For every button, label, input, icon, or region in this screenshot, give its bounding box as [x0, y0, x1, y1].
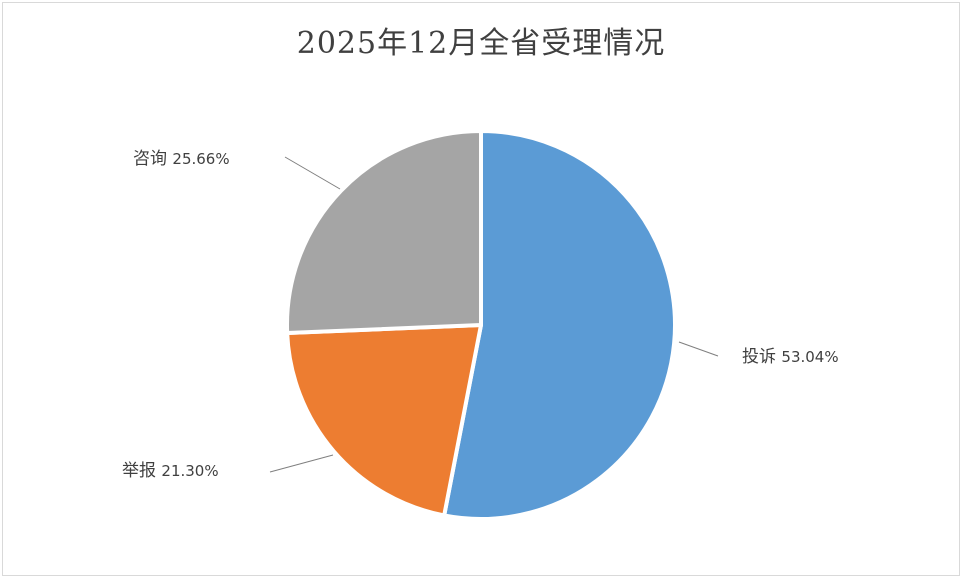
slice-percent-1: 53.04%	[781, 348, 838, 366]
slice-percent-2: 21.30%	[161, 462, 218, 480]
slice-label-1: 投诉 53.04%	[742, 347, 839, 367]
leader-line-1	[678, 341, 719, 357]
pie-slice-3	[285, 129, 483, 336]
slice-label-3: 咨询 25.66%	[133, 149, 230, 169]
pie-slice-1	[442, 129, 677, 521]
pie-slice-2	[285, 323, 483, 518]
leader-line-2	[269, 454, 334, 473]
chart-title: 2025年12月全省受理情况	[296, 26, 666, 61]
slice-label-2: 举报 21.30%	[122, 461, 219, 481]
slice-name-3: 咨询	[133, 149, 172, 169]
slice-percent-3: 25.66%	[172, 150, 229, 168]
slice-name-2: 举报	[122, 461, 161, 481]
slice-name-1: 投诉	[742, 347, 781, 367]
leader-line-3	[284, 156, 341, 190]
